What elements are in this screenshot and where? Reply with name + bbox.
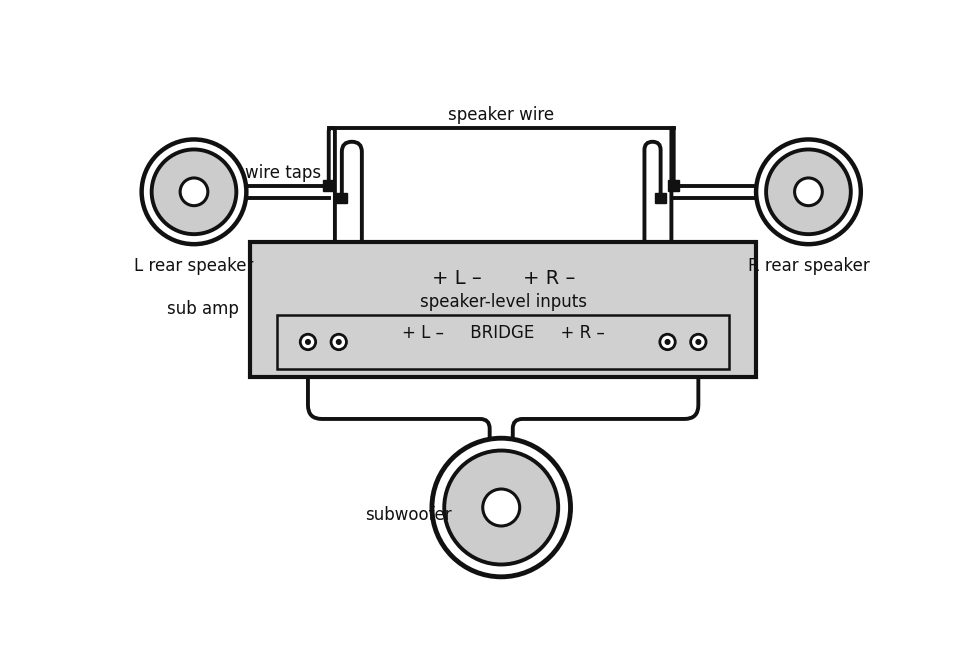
Text: subwoofer: subwoofer [365,506,451,524]
Bar [323,180,334,191]
FancyBboxPatch shape [250,242,755,377]
Circle shape [306,339,310,344]
Text: L rear speaker: L rear speaker [134,257,253,275]
Circle shape [664,339,669,344]
Text: wire taps: wire taps [244,164,320,182]
Text: speaker wire: speaker wire [447,106,554,124]
Circle shape [151,150,236,234]
FancyBboxPatch shape [276,315,729,369]
Circle shape [180,178,208,206]
Circle shape [793,178,822,206]
Circle shape [690,334,705,349]
Circle shape [142,140,246,244]
Text: + L –     BRIDGE     + R –: + L – BRIDGE + R – [402,324,604,342]
Text: + R –: + R – [523,269,574,289]
Circle shape [432,438,570,576]
Text: sub amp: sub amp [167,300,238,318]
Circle shape [755,140,860,244]
Text: speaker-level inputs: speaker-level inputs [419,293,586,311]
Text: R rear speaker: R rear speaker [746,257,869,275]
Text: + L –: + L – [432,269,482,289]
Circle shape [444,450,558,564]
Circle shape [300,334,316,349]
Circle shape [765,150,850,234]
Circle shape [483,489,519,526]
Circle shape [331,334,346,349]
Bar [655,192,665,203]
Circle shape [336,339,341,344]
Bar [667,180,678,191]
Circle shape [696,339,700,344]
Circle shape [659,334,674,349]
Bar [336,192,347,203]
